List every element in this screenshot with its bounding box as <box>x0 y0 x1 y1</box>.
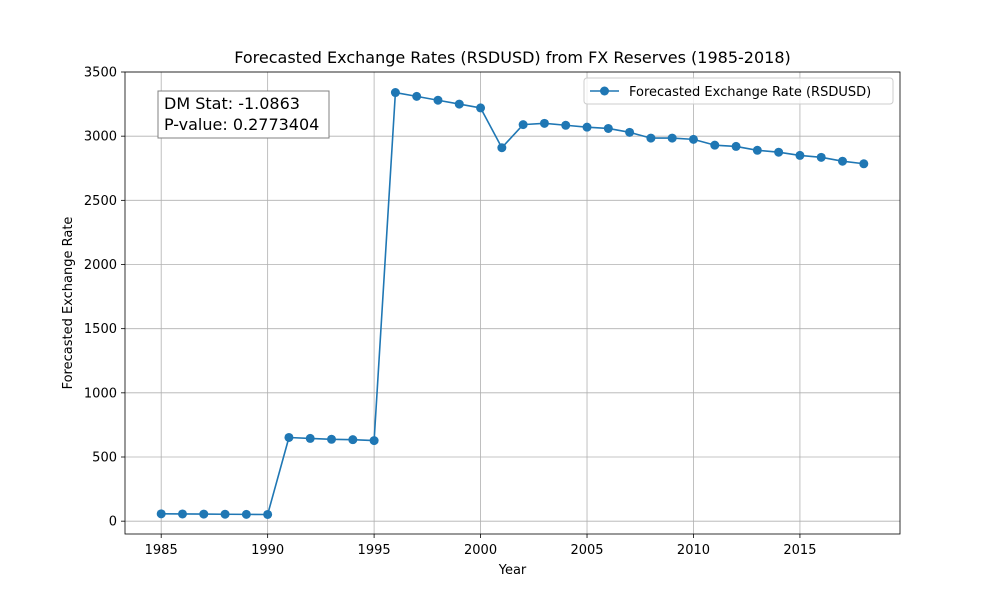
data-point <box>646 133 656 143</box>
data-point <box>667 133 677 143</box>
annotation-p-value: P-value: 0.2773404 <box>164 115 319 134</box>
y-tick-label: 500 <box>92 451 117 466</box>
x-tick-label: 2015 <box>783 543 816 558</box>
y-tick-label: 0 <box>109 515 117 530</box>
data-point <box>539 118 549 128</box>
series-line <box>161 91 864 516</box>
annotation-frame <box>157 90 330 139</box>
data-point <box>795 150 805 160</box>
data-point <box>220 509 230 519</box>
data-point <box>688 134 698 144</box>
data-point <box>412 91 422 101</box>
plot-area-frame <box>124 71 901 535</box>
series-layer <box>156 88 869 519</box>
x-tick-label: 1990 <box>251 543 284 558</box>
x-axis-label: Year <box>498 563 527 578</box>
data-point <box>582 122 592 132</box>
data-point <box>625 127 635 137</box>
legend-series-label: Forecasted Exchange Rate (RSDUSD) <box>629 85 871 100</box>
x-tick-label: 2005 <box>570 543 603 558</box>
axis-ticks: 1985 1990 1995 2000 2005 2010 2015 0 500 1000 1500… <box>84 66 817 559</box>
x-tick-label: 2010 <box>677 543 710 558</box>
data-point <box>305 433 315 443</box>
annotation-box: DM Stat: -1.0863 P-value: 0.2773404 <box>157 90 330 139</box>
chart-title: Forecasted Exchange Rates (RSDUSD) from … <box>234 48 791 67</box>
data-point <box>390 88 400 98</box>
data-point <box>518 120 528 130</box>
data-point <box>284 432 294 442</box>
data-point <box>241 509 251 519</box>
legend-frame <box>583 77 894 105</box>
data-point <box>859 159 869 169</box>
legend: Forecasted Exchange Rate (RSDUSD) <box>583 77 894 105</box>
data-point <box>497 143 507 153</box>
data-point <box>731 141 741 151</box>
data-point <box>603 123 613 133</box>
y-tick-label: 3000 <box>84 130 117 145</box>
data-point <box>454 99 464 109</box>
data-point <box>199 509 209 519</box>
x-tick-label: 1995 <box>358 543 391 558</box>
data-point <box>369 436 379 446</box>
data-point <box>156 509 166 519</box>
x-tick-label: 2000 <box>464 543 497 558</box>
y-tick-label: 2000 <box>84 258 117 273</box>
y-tick-label: 3500 <box>84 66 117 81</box>
y-tick-label: 1500 <box>84 322 117 337</box>
y-axis-label: Forecasted Exchange Rate <box>61 217 76 390</box>
data-point <box>752 145 762 155</box>
annotation-dm-stat: DM Stat: -1.0863 <box>164 94 300 113</box>
data-point <box>177 509 187 519</box>
grid <box>125 71 900 534</box>
data-point <box>816 152 826 162</box>
data-point <box>838 156 848 166</box>
data-point <box>348 435 358 445</box>
data-point <box>710 140 720 150</box>
y-tick-label: 2500 <box>84 194 117 209</box>
data-point <box>433 95 443 105</box>
data-point <box>263 509 273 519</box>
legend-series-marker <box>600 86 609 96</box>
y-tick-label: 1000 <box>84 386 117 401</box>
x-tick-label: 1985 <box>145 543 178 558</box>
data-point <box>561 120 571 130</box>
data-point <box>774 147 784 157</box>
data-point <box>327 434 337 444</box>
data-point <box>476 103 486 113</box>
